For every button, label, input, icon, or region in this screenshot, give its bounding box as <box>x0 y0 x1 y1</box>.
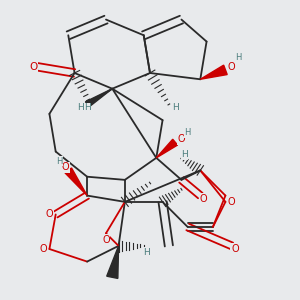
Text: O: O <box>39 244 47 254</box>
Text: H: H <box>56 157 62 166</box>
Text: O: O <box>46 209 53 219</box>
Text: O: O <box>231 244 239 254</box>
Text: H: H <box>77 103 84 112</box>
Polygon shape <box>156 139 178 158</box>
Polygon shape <box>85 89 112 107</box>
Text: O: O <box>61 162 69 172</box>
Text: O: O <box>178 134 185 144</box>
Polygon shape <box>200 65 227 79</box>
Text: H: H <box>181 150 188 159</box>
Text: H: H <box>143 248 150 257</box>
Text: H: H <box>172 103 178 112</box>
Text: O: O <box>228 197 236 207</box>
Text: O: O <box>228 62 236 72</box>
Text: H: H <box>84 103 91 112</box>
Polygon shape <box>65 168 87 196</box>
Text: O: O <box>30 62 38 72</box>
Text: H: H <box>184 128 191 137</box>
Polygon shape <box>107 246 118 278</box>
Text: H: H <box>235 53 241 62</box>
Text: O: O <box>200 194 207 204</box>
Text: O: O <box>102 235 110 244</box>
